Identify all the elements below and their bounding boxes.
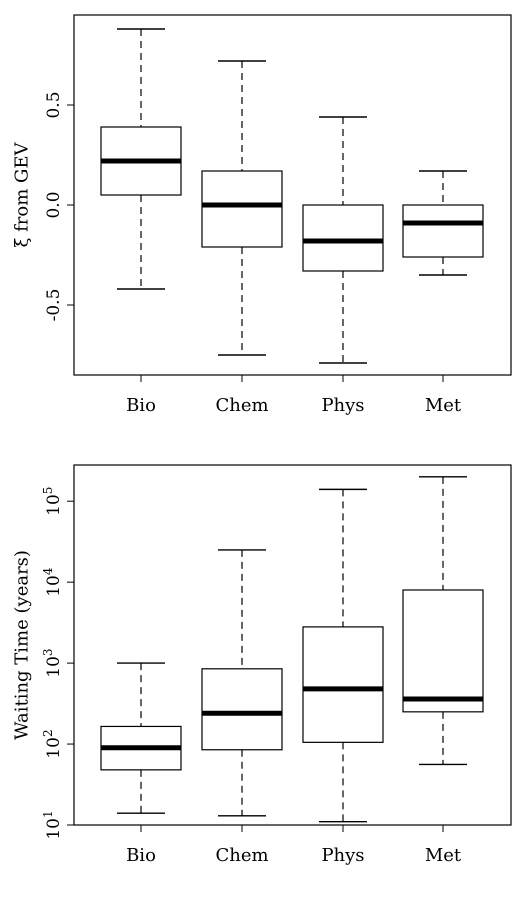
iqr-box (201, 668, 283, 751)
y-tick-label-exponent: 5 (41, 487, 55, 495)
x-tick-label: Met (425, 845, 462, 866)
y-tick-label-exponent: 1 (41, 810, 55, 818)
y-tick-label: 104 (41, 567, 64, 597)
box-chem (201, 549, 283, 817)
box-phys (302, 488, 384, 823)
y-tick-label-exponent: 3 (41, 648, 55, 656)
y-tick-label-exponent: 4 (41, 567, 55, 575)
box-met (402, 476, 484, 766)
box-bio (100, 662, 182, 814)
iqr-box (302, 204, 384, 272)
y-tick-label-base: 10 (44, 575, 64, 597)
x-tick-label: Phys (321, 845, 364, 866)
x-tick-label: Chem (215, 395, 268, 416)
iqr-box (302, 626, 384, 743)
y-tick-label-base: 10 (44, 737, 64, 759)
y-tick-label: 103 (41, 648, 64, 677)
y-tick-label: 101 (41, 810, 64, 839)
y-tick-label: 0.0 (44, 191, 64, 218)
box-phys (302, 116, 384, 364)
iqr-box (201, 170, 283, 248)
y-tick-label-exponent: 2 (41, 729, 55, 737)
x-tick-label: Bio (126, 395, 156, 416)
iqr-box (402, 589, 484, 713)
y-tick-label: 105 (41, 487, 64, 516)
y-tick-label-base: 10 (44, 818, 64, 840)
y-axis-label: ξ from GEV (12, 141, 33, 247)
y-tick-label: 0.5 (44, 91, 64, 118)
plot-frame (73, 14, 512, 376)
box-bio (100, 28, 182, 290)
x-tick-label: Phys (321, 395, 364, 416)
y-tick-label: -0.5 (44, 289, 64, 322)
y-tick-label-base: 10 (44, 656, 64, 678)
iqr-box (402, 204, 484, 258)
box-met (402, 170, 484, 276)
x-tick-label: Bio (126, 845, 156, 866)
plot-frame (73, 464, 512, 826)
y-axis-label: Waiting Time (years) (12, 550, 33, 740)
y-tick-label-base: 10 (44, 494, 64, 516)
top-panel: -0.5 0.0 0.5 ξ from GEV Bio Chem Phys Met (12, 14, 512, 416)
box-chem (201, 60, 283, 356)
x-tick-label: Chem (215, 845, 268, 866)
x-tick-label: Met (425, 395, 462, 416)
y-tick-label: 102 (41, 729, 64, 758)
